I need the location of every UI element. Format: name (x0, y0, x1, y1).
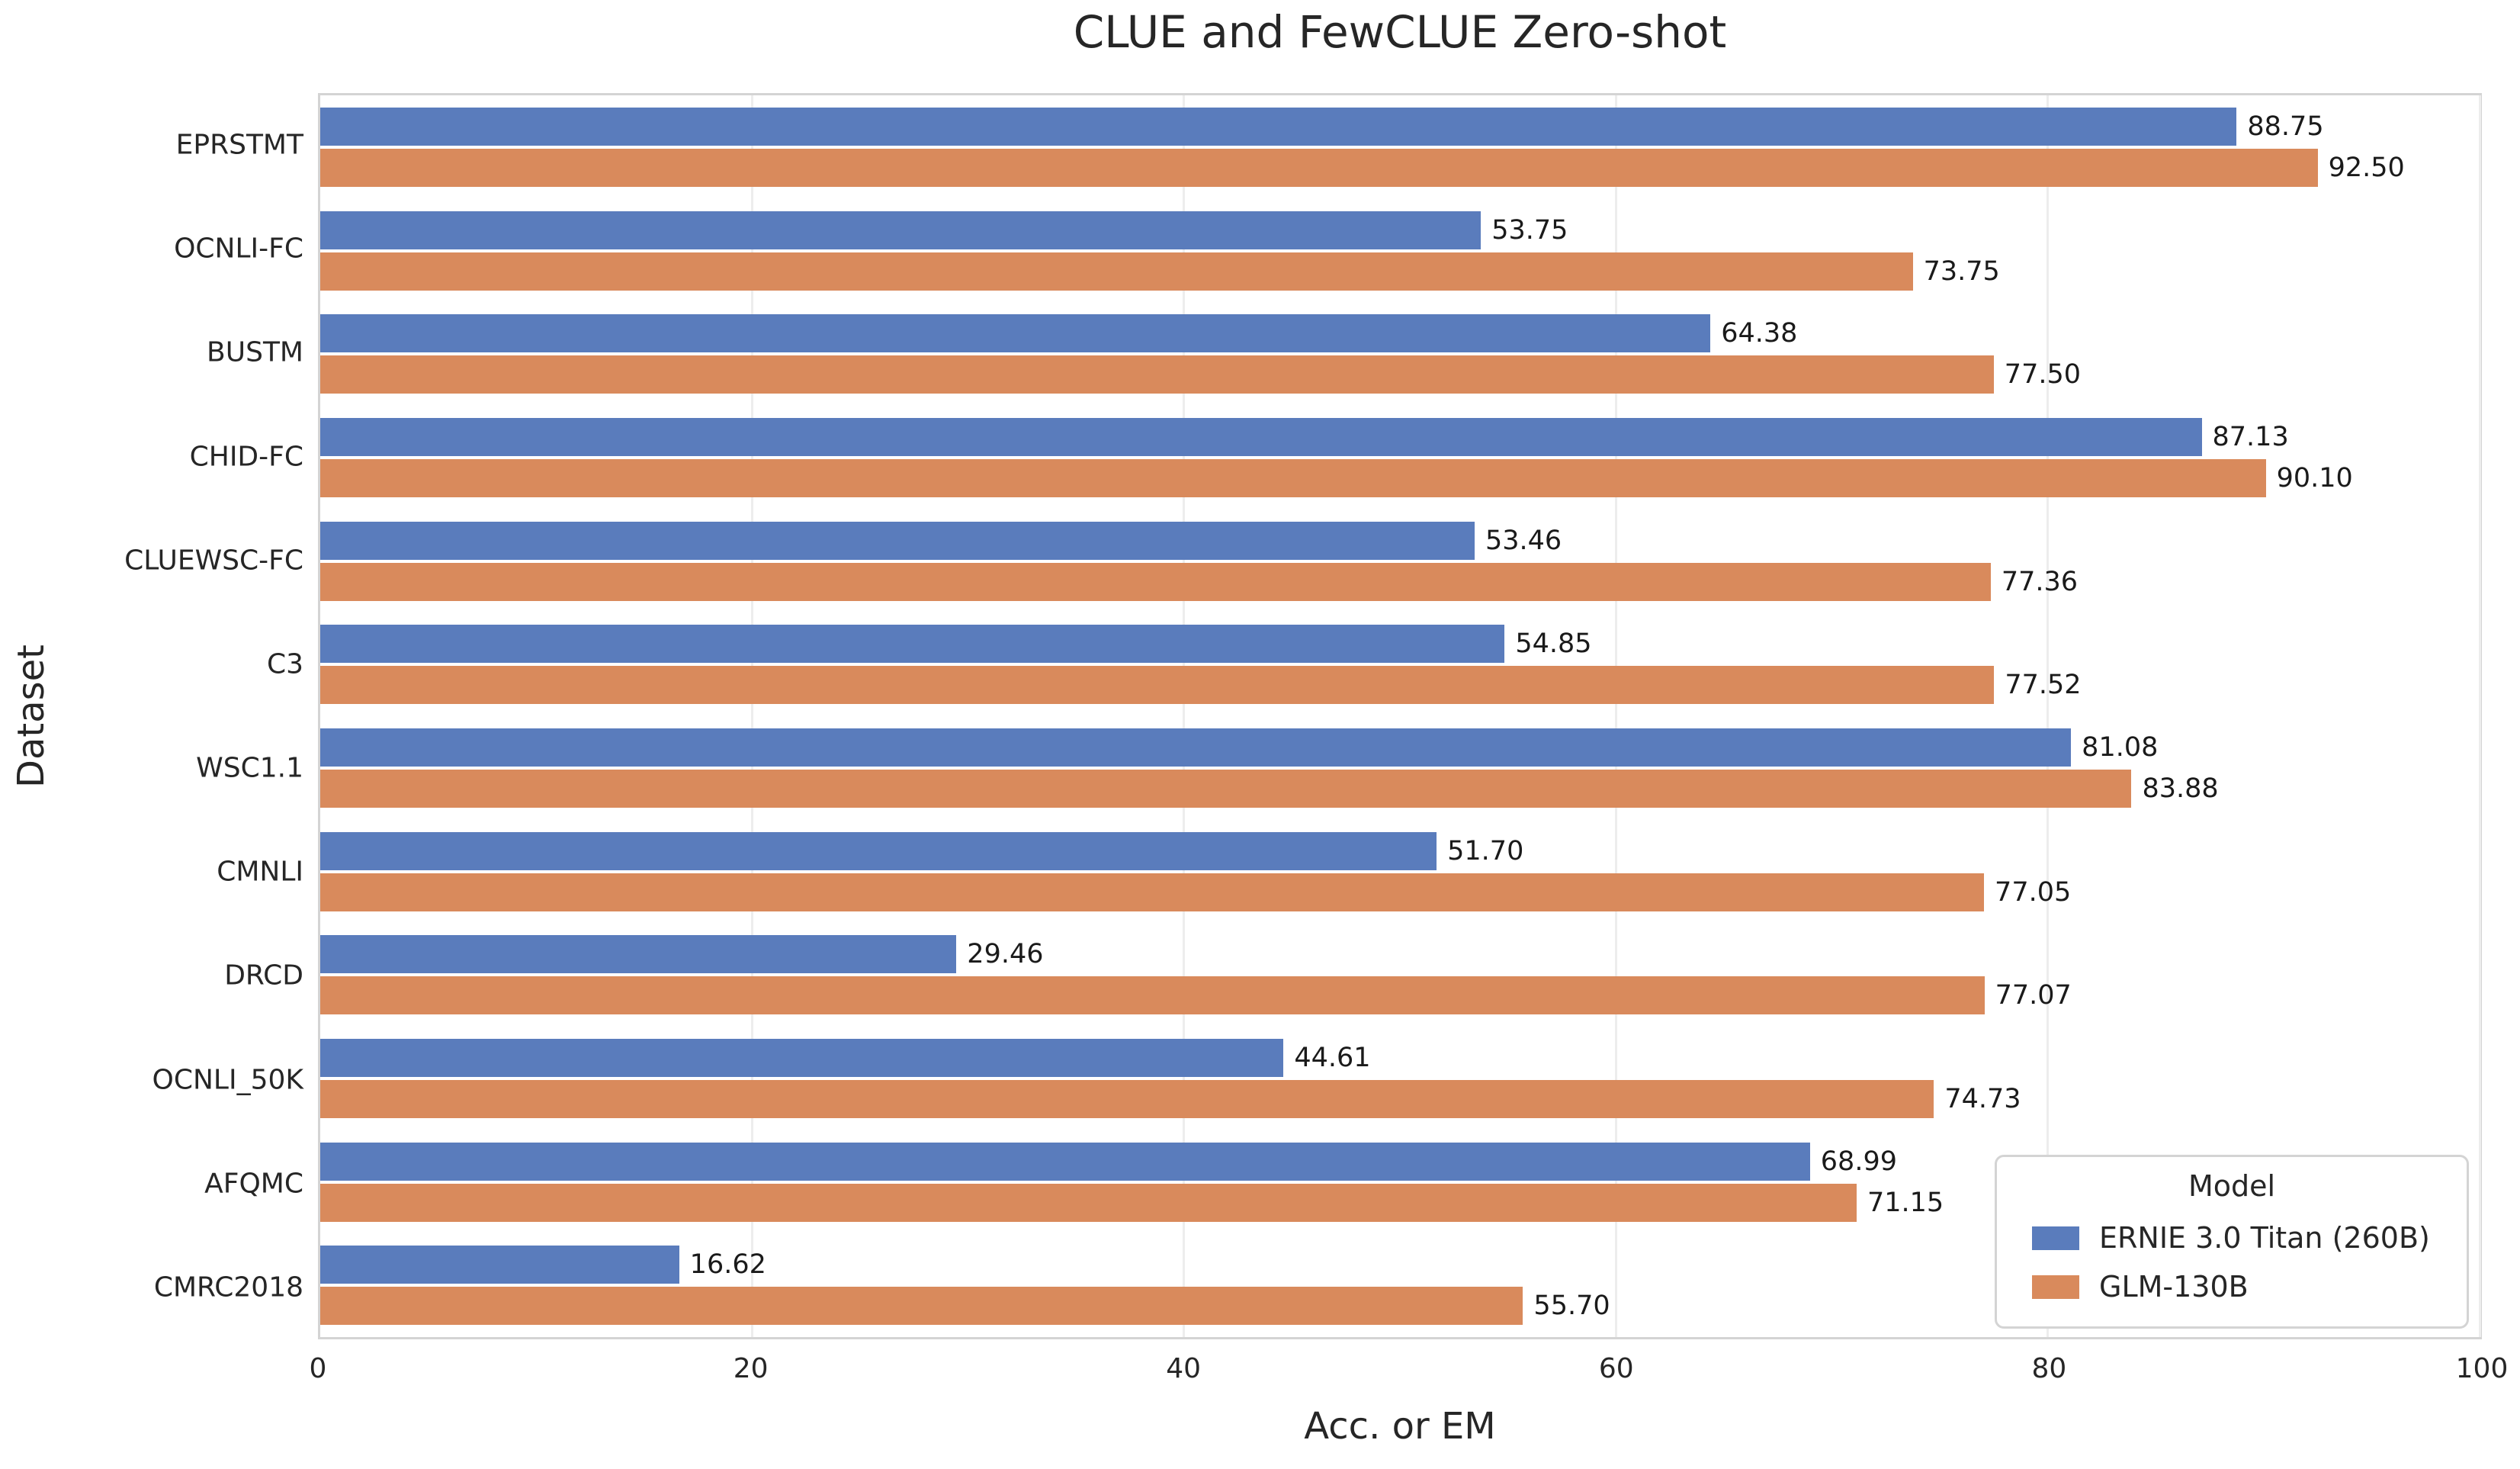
bar-glm-130b-ocnli-fc (320, 252, 1913, 291)
x-tick-label-20: 20 (733, 1353, 769, 1384)
bar-value-label: 92.50 (2328, 152, 2405, 183)
bar-value-label: 53.46 (1485, 525, 1562, 556)
bar-ernie-3-0-titan-260b-drcd (320, 935, 957, 974)
x-tick-label-40: 40 (1166, 1353, 1202, 1384)
bar-ernie-3-0-titan-260b-afqmc (320, 1142, 1810, 1181)
bar-value-label: 29.46 (967, 939, 1044, 970)
y-tick-label-ocnli-50k: OCNLI_50K (152, 1064, 304, 1096)
legend-swatch-glm-130b (2032, 1275, 2079, 1299)
y-tick-label-afqmc: AFQMC (204, 1168, 303, 1200)
x-tick-label-0: 0 (309, 1353, 327, 1384)
gridline (2046, 95, 2050, 1337)
bar-glm-130b-bustm (320, 355, 1994, 394)
bar-glm-130b-cmrc2018 (320, 1287, 1523, 1326)
bar-value-label: 68.99 (1820, 1146, 1897, 1177)
legend-swatch-ernie-3-0-titan-260b (2032, 1226, 2079, 1250)
bar-glm-130b-wsc1-1 (320, 769, 2132, 808)
bar-ernie-3-0-titan-260b-cluewsc-fc (320, 521, 1475, 560)
x-tick-label-80: 80 (2031, 1353, 2067, 1384)
gridline (1183, 95, 1186, 1337)
bar-value-label: 55.70 (1533, 1291, 1610, 1322)
y-tick-label-eprstmt: EPRSTMT (175, 129, 303, 161)
bar-value-label: 77.52 (2005, 670, 2082, 701)
bar-value-label: 77.36 (2001, 566, 2079, 597)
bar-ernie-3-0-titan-260b-bustm (320, 314, 1711, 353)
bar-value-label: 64.38 (1721, 318, 1798, 349)
bar-ernie-3-0-titan-260b-eprstmt (320, 107, 2237, 146)
bar-glm-130b-eprstmt (320, 148, 2318, 187)
x-tick-label-100: 100 (2455, 1353, 2509, 1384)
y-tick-label-cmnli: CMNLI (217, 856, 303, 888)
bar-glm-130b-drcd (320, 976, 1985, 1015)
gridline (1614, 95, 1617, 1337)
bar-glm-130b-chid-fc (320, 458, 2266, 497)
y-tick-label-cluewsc-fc: CLUEWSC-FC (124, 545, 303, 577)
bar-value-label: 53.75 (1491, 214, 1568, 246)
x-axis-label: Acc. or EM (1304, 1405, 1496, 1448)
legend-entries: ERNIE 3.0 Titan (260B) GLM-130B (1997, 1213, 2467, 1311)
legend-entry-ernie-3-0-titan-260b: ERNIE 3.0 Titan (260B) (1997, 1213, 2467, 1262)
bar-glm-130b-cmnli (320, 873, 1985, 911)
bar-ernie-3-0-titan-260b-wsc1-1 (320, 728, 2072, 767)
legend-title: Model (2188, 1169, 2276, 1203)
y-tick-label-bustm: BUSTM (207, 336, 303, 368)
legend: Model ERNIE 3.0 Titan (260B) GLM-130B (1995, 1155, 2469, 1329)
y-tick-label-cmrc2018: CMRC2018 (153, 1271, 303, 1303)
legend-entry-label: GLM-130B (2099, 1270, 2249, 1303)
bar-ernie-3-0-titan-260b-ocnli-50k (320, 1038, 1284, 1077)
bar-glm-130b-c3 (320, 666, 1995, 705)
y-tick-label-c3: C3 (266, 648, 303, 680)
bar-value-label: 77.50 (2004, 359, 2081, 391)
bar-value-label: 90.10 (2276, 462, 2353, 493)
y-tick-label-wsc1-1: WSC1.1 (196, 752, 303, 784)
bar-value-label: 77.05 (1995, 876, 2072, 908)
y-tick-label-drcd: DRCD (224, 960, 303, 992)
gridline (2478, 95, 2481, 1337)
bar-value-label: 83.88 (2142, 773, 2219, 804)
bar-value-label: 77.07 (1995, 980, 2072, 1011)
legend-entry-glm-130b: GLM-130B (1997, 1262, 2467, 1311)
bar-value-label: 81.08 (2082, 731, 2159, 763)
bar-value-label: 51.70 (1447, 835, 1524, 866)
x-axis-tick-labels: 0 20 40 60 80 100 (310, 1345, 2509, 1391)
bar-value-label: 54.85 (1515, 628, 1592, 660)
bar-ernie-3-0-titan-260b-cmrc2018 (320, 1246, 679, 1284)
bar-value-label: 73.75 (1923, 256, 2000, 287)
y-tick-label-ocnli-fc: OCNLI-FC (174, 233, 303, 265)
bar-ernie-3-0-titan-260b-ocnli-fc (320, 211, 1482, 249)
bar-value-label: 88.75 (2247, 111, 2324, 142)
plot-area: 88.75 92.50 53.75 73.75 64.38 77.50 87.13 90.10… (318, 93, 2482, 1339)
chart-title: CLUE and FewCLUE Zero-shot (1073, 6, 1727, 58)
bar-value-label: 74.73 (1944, 1083, 2021, 1114)
bar-value-label: 16.62 (689, 1249, 766, 1281)
bar-glm-130b-cluewsc-fc (320, 562, 1991, 601)
bar-glm-130b-afqmc (320, 1183, 1857, 1222)
x-tick-label-60: 60 (1598, 1353, 1634, 1384)
bar-value-label: 87.13 (2212, 421, 2289, 452)
y-tick-label-chid-fc: CHID-FC (189, 441, 303, 473)
bar-value-label: 44.61 (1294, 1042, 1371, 1073)
bar-ernie-3-0-titan-260b-cmnli (320, 831, 1437, 870)
y-axis-tick-labels: EPRSTMT OCNLI-FC BUSTM CHID-FC CLUEWSC-FC C3 W… (0, 93, 303, 1339)
gridline (750, 95, 753, 1337)
bar-value-label: 71.15 (1867, 1187, 1944, 1218)
bar-glm-130b-ocnli-50k (320, 1079, 1934, 1118)
legend-entry-label: ERNIE 3.0 Titan (260B) (2099, 1221, 2430, 1255)
bar-ernie-3-0-titan-260b-c3 (320, 625, 1505, 664)
bar-ernie-3-0-titan-260b-chid-fc (320, 417, 2202, 456)
